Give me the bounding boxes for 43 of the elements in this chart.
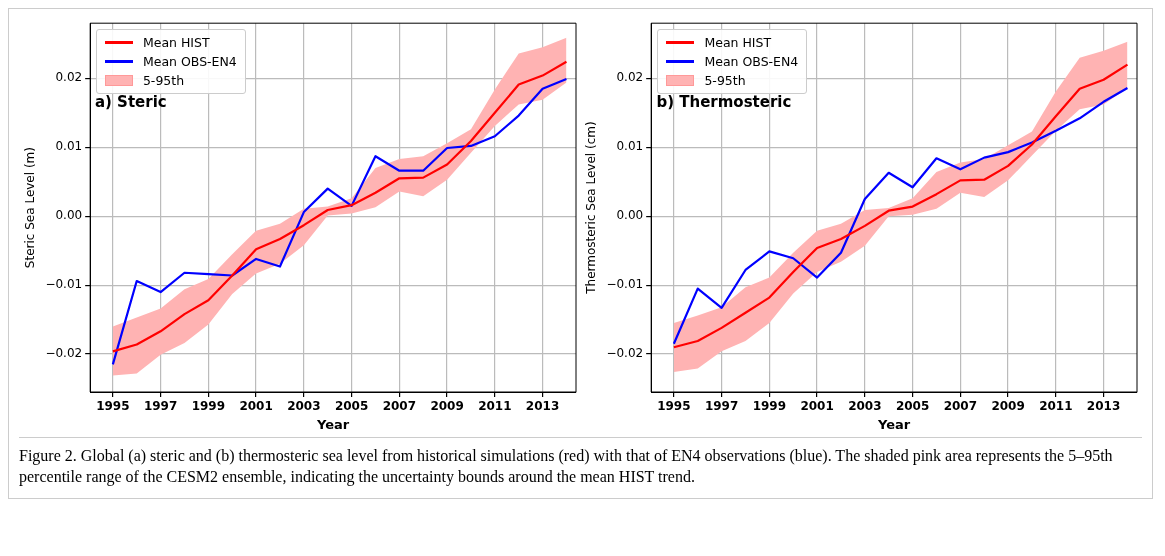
x-tick-label: 1997 bbox=[705, 399, 739, 414]
x-tick-label: 2005 bbox=[896, 399, 930, 414]
x-tick-label: 2009 bbox=[430, 399, 464, 414]
x-tick-label: 2003 bbox=[286, 399, 321, 414]
x-tick-label: 1995 bbox=[657, 399, 691, 414]
x-tick-label: 1995 bbox=[95, 399, 130, 414]
y-tick-label: 0.01 bbox=[616, 139, 644, 154]
x-axis-title: Year bbox=[877, 416, 912, 432]
y-tick-label: −0.02 bbox=[606, 346, 644, 361]
x-tick-label: 2007 bbox=[382, 399, 416, 414]
x-tick-label: 2013 bbox=[525, 399, 560, 414]
y-axis-title: Thermosteric Sea Level (cm) bbox=[584, 121, 599, 295]
x-tick-label: 2011 bbox=[477, 399, 512, 414]
x-tick-label: 2005 bbox=[334, 399, 369, 414]
legend-label: Mean HIST bbox=[142, 35, 210, 51]
y-tick-label: 0.00 bbox=[616, 208, 644, 223]
y-tick-label: 0.01 bbox=[55, 139, 82, 154]
x-tick-label: 1999 bbox=[752, 399, 787, 414]
x-tick-label: 2009 bbox=[991, 399, 1026, 414]
legend-label: Mean OBS-EN4 bbox=[704, 54, 799, 70]
x-tick-label: 2001 bbox=[800, 399, 835, 414]
y-tick-label: 0.02 bbox=[616, 70, 644, 85]
annotation: 5-95th bbox=[704, 73, 746, 89]
x-tick-label: 2011 bbox=[1039, 399, 1073, 414]
y-tick-label: −0.01 bbox=[45, 277, 82, 292]
annotation: b) Thermosteric bbox=[656, 93, 792, 112]
y-tick-label: −0.02 bbox=[45, 346, 82, 361]
x-tick-label: 1997 bbox=[143, 399, 178, 414]
y-axis-title: Steric Sea Level (m) bbox=[23, 147, 38, 269]
legend-label: Mean OBS-EN4 bbox=[142, 54, 237, 70]
y-tick-label: 0.02 bbox=[55, 70, 82, 85]
x-tick-label: 2007 bbox=[943, 399, 978, 414]
y-tick-label: 0.00 bbox=[55, 208, 82, 223]
x-tick-label: 2003 bbox=[848, 399, 882, 414]
y-tick-label: −0.01 bbox=[606, 277, 644, 292]
x-tick-label: 1999 bbox=[191, 399, 225, 414]
x-tick-label: 2013 bbox=[1087, 399, 1121, 414]
annotation: a) Steric bbox=[94, 93, 167, 112]
caption: Figure 2. Global (a) steric and (b) thermosteric sea level from historical simulations (red) with that of EN4 observations (blue). The shaded pink area represents the 5–95th percentile range of the CESM2 ensemble, indicating the uncertainty bounds around the mean HIST trend. bbox=[19, 446, 1114, 488]
x-axis-title: Year bbox=[315, 416, 350, 432]
annotation: 5-95th bbox=[142, 73, 185, 89]
legend-label: Mean HIST bbox=[704, 35, 772, 51]
x-tick-label: 2001 bbox=[239, 399, 273, 414]
